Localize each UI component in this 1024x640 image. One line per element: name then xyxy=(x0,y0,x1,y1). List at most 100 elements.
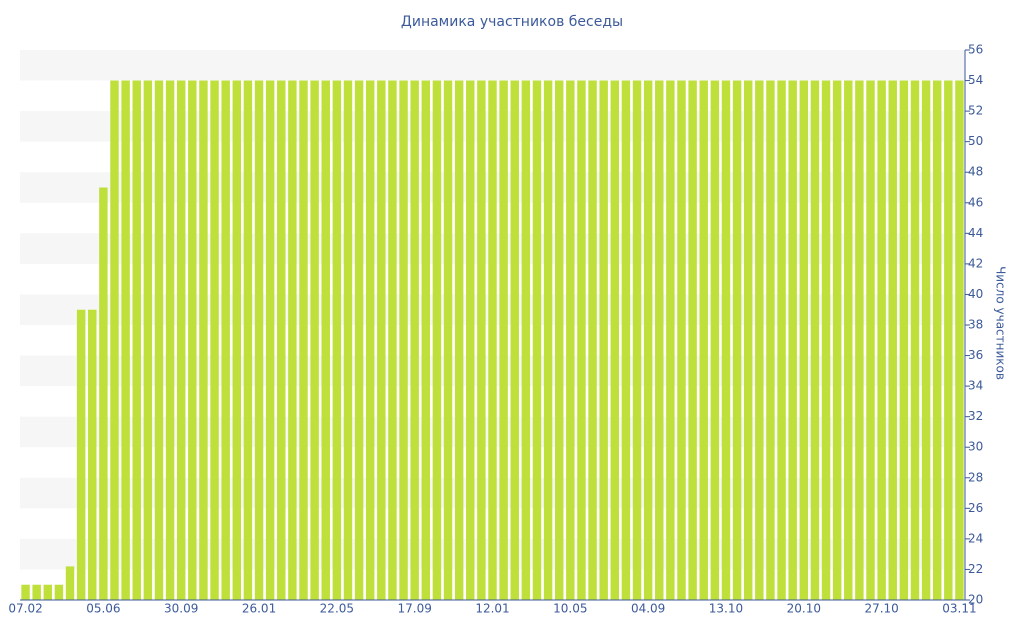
bar xyxy=(243,80,253,601)
bar xyxy=(221,80,230,601)
bar xyxy=(777,80,786,601)
bar xyxy=(310,80,319,601)
bar xyxy=(610,80,620,601)
y-tick-label: 20 xyxy=(968,593,983,607)
bar xyxy=(43,584,53,600)
bar xyxy=(721,80,731,601)
bar xyxy=(532,80,542,601)
bar xyxy=(866,80,875,601)
bar xyxy=(110,80,119,601)
bar xyxy=(710,80,720,601)
y-tick-label: 44 xyxy=(968,226,983,240)
bar xyxy=(699,80,708,601)
y-tick-label: 52 xyxy=(968,104,983,118)
bar xyxy=(855,80,864,601)
bar xyxy=(788,80,797,601)
bar xyxy=(454,80,464,601)
bar xyxy=(899,80,909,601)
y-tick-label: 32 xyxy=(968,409,983,423)
bar xyxy=(432,80,442,601)
bar xyxy=(265,80,275,601)
bar xyxy=(632,80,642,601)
y-axis-label: Число участников xyxy=(994,266,1008,380)
bar xyxy=(499,80,508,601)
bar xyxy=(421,80,431,601)
y-tick-label: 56 xyxy=(968,43,983,57)
bar xyxy=(910,80,920,601)
x-tick-label: 22.05 xyxy=(320,602,354,616)
bar xyxy=(643,80,653,601)
y-tick-label: 28 xyxy=(968,470,983,484)
x-tick-label: 13.10 xyxy=(709,602,743,616)
bar xyxy=(732,80,742,601)
x-tick-label: 20.10 xyxy=(787,602,821,616)
bar xyxy=(543,80,553,601)
bar xyxy=(677,80,686,601)
bar xyxy=(143,80,153,601)
y-tick-label: 50 xyxy=(968,134,983,148)
bar xyxy=(466,80,475,601)
x-tick-label: 10.05 xyxy=(553,602,587,616)
bar xyxy=(554,80,564,601)
bar xyxy=(799,80,809,601)
bar xyxy=(188,80,197,601)
y-tick-label: 24 xyxy=(968,531,983,545)
y-tick-label: 36 xyxy=(968,348,983,362)
x-tick-label: 30.09 xyxy=(164,602,198,616)
bar xyxy=(54,584,64,600)
y-tick-label: 42 xyxy=(968,256,983,270)
y-tick-label: 40 xyxy=(968,287,983,301)
y-tick-label: 22 xyxy=(968,562,983,576)
bar xyxy=(154,80,164,601)
x-tick-label: 12.01 xyxy=(475,602,509,616)
bar xyxy=(510,80,519,601)
bar xyxy=(210,80,219,601)
bar xyxy=(377,80,386,601)
bar xyxy=(365,80,375,601)
grid-band xyxy=(20,50,965,81)
bar xyxy=(176,80,186,601)
x-tick-label: 27.10 xyxy=(864,602,898,616)
bar xyxy=(688,80,697,601)
bar xyxy=(299,80,308,601)
x-tick-label: 03.11 xyxy=(942,602,976,616)
y-tick-label: 38 xyxy=(968,318,983,332)
y-tick-label: 26 xyxy=(968,501,983,515)
bar xyxy=(65,566,75,600)
y-tick-label: 54 xyxy=(968,73,983,87)
x-tick-label: 05.06 xyxy=(86,602,120,616)
bar xyxy=(288,80,297,601)
bar xyxy=(232,80,242,601)
bar xyxy=(99,187,108,600)
x-tick-label: 26.01 xyxy=(242,602,276,616)
bar xyxy=(21,584,30,600)
bar xyxy=(832,80,842,601)
bar xyxy=(321,80,330,601)
bar xyxy=(165,80,175,601)
bar xyxy=(588,80,597,601)
bar xyxy=(877,80,886,601)
bar xyxy=(388,80,397,601)
bar xyxy=(199,80,208,601)
bar xyxy=(666,80,675,601)
bar xyxy=(88,309,97,600)
y-tick-label: 48 xyxy=(968,165,983,179)
bar xyxy=(32,584,41,600)
bar xyxy=(955,80,964,601)
bar xyxy=(354,80,364,601)
bar xyxy=(254,80,264,601)
bar xyxy=(410,80,419,601)
bar xyxy=(121,80,130,601)
x-tick-label: 17.09 xyxy=(397,602,431,616)
bar xyxy=(521,80,531,601)
bar xyxy=(888,80,897,601)
y-tick-label: 46 xyxy=(968,195,983,209)
bar xyxy=(755,80,764,601)
bar xyxy=(821,80,831,601)
bar xyxy=(566,80,575,601)
x-tick-label: 04.09 xyxy=(631,602,665,616)
chart-title: Динамика участников беседы xyxy=(401,14,623,30)
bar xyxy=(810,80,820,601)
bar xyxy=(921,80,931,601)
